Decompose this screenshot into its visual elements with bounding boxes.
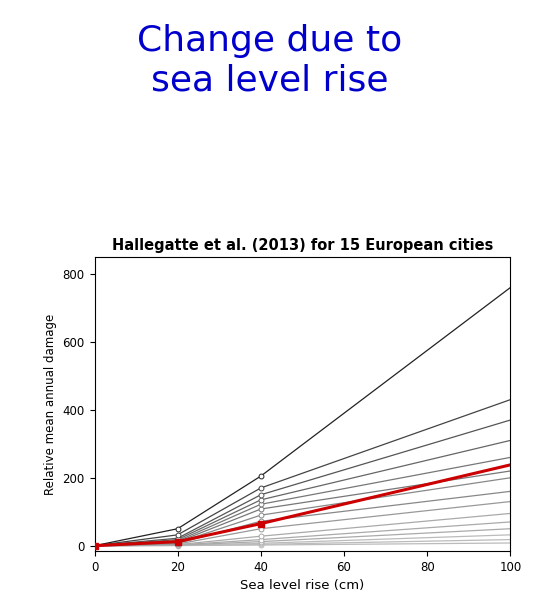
Text: Change due to
sea level rise: Change due to sea level rise	[137, 24, 403, 98]
Title: Hallegatte et al. (2013) for 15 European cities: Hallegatte et al. (2013) for 15 European…	[112, 238, 493, 253]
X-axis label: Sea level rise (cm): Sea level rise (cm)	[240, 579, 364, 592]
Y-axis label: Relative mean annual damage: Relative mean annual damage	[44, 313, 57, 494]
